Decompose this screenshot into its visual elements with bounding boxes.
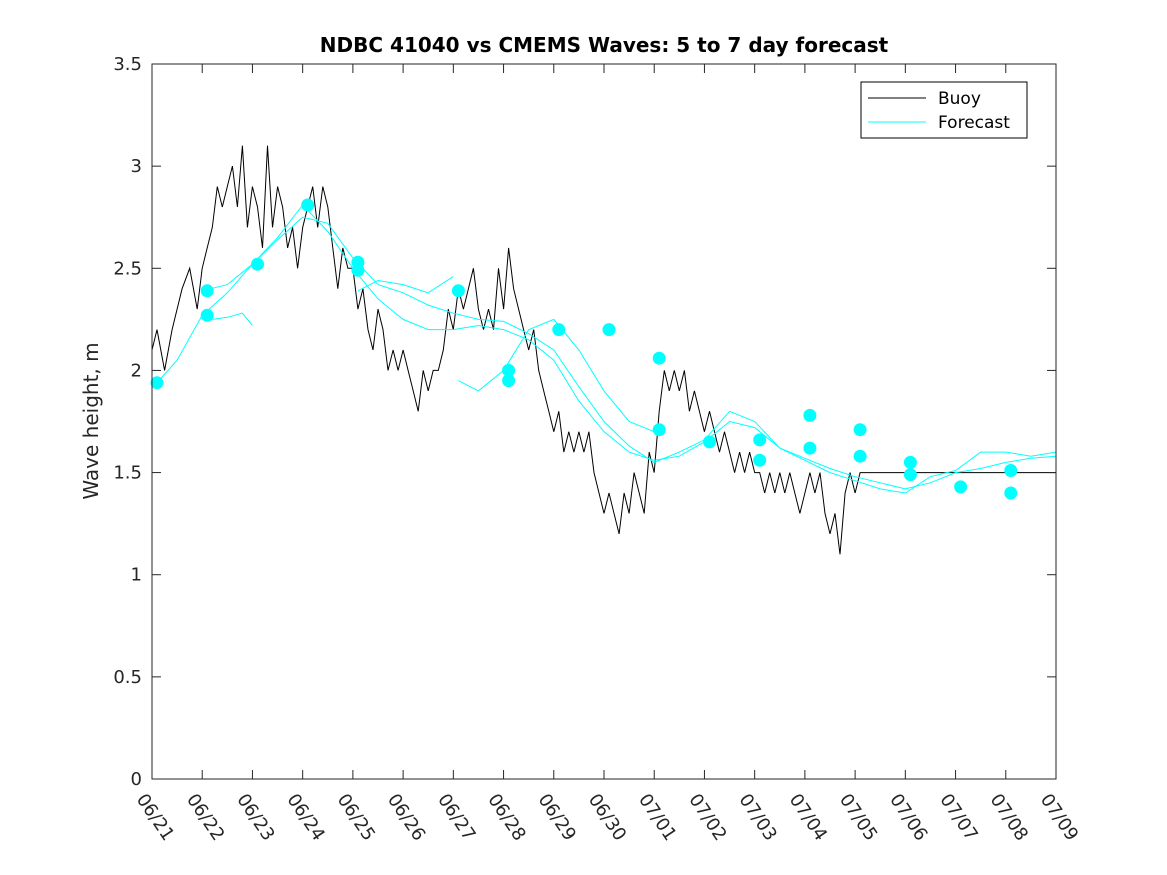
forecast-marker (200, 284, 214, 298)
y-tick-label: 0 (131, 769, 142, 790)
forecast-marker (803, 441, 817, 455)
y-tick-label: 3 (131, 156, 142, 177)
forecast-marker (150, 376, 164, 390)
y-tick-label: 3.5 (113, 54, 142, 75)
chart-title: NDBC 41040 vs CMEMS Waves: 5 to 7 day fo… (320, 33, 889, 57)
series-line-forecast-2 (202, 216, 1057, 494)
forecast-marker (652, 351, 666, 365)
y-tick-label: 0.5 (113, 667, 142, 688)
y-tick-label: 2 (131, 360, 142, 381)
legend-label-buoy: Buoy (938, 89, 981, 109)
forecast-marker (903, 455, 917, 469)
forecast-marker (803, 408, 817, 422)
legend-box (860, 81, 1028, 139)
forecast-marker (552, 323, 566, 337)
forecast-marker (1004, 486, 1018, 500)
series-line-forecast-5 (458, 318, 655, 433)
forecast-marker (251, 257, 264, 271)
forecast-marker (652, 423, 666, 437)
y-tick-label: 1.5 (113, 463, 142, 484)
legend: Buoy Forecast (860, 81, 1028, 139)
forecast-marker (351, 263, 365, 277)
forecast-marker (753, 453, 767, 467)
forecast-marker (753, 433, 767, 447)
forecast-marker (1004, 464, 1018, 477)
forecast-marker (200, 308, 214, 322)
forecast-marker (451, 284, 465, 298)
forecast-marker (703, 435, 716, 449)
legend-label-forecast: Forecast (938, 113, 1010, 133)
series-line-forecast-3 (357, 276, 454, 294)
forecast-marker (502, 363, 516, 377)
forecast-marker (954, 480, 968, 494)
forecast-marker (853, 449, 867, 463)
forecast-marker (903, 468, 917, 482)
plot-area (150, 145, 1057, 555)
y-tick-label: 2.5 (113, 258, 142, 279)
y-axis-label: Wave height, m (79, 342, 103, 499)
y-tick-label: 1 (131, 565, 142, 586)
forecast-marker (502, 374, 516, 388)
forecast-marker (853, 423, 867, 437)
forecast-marker (602, 323, 616, 337)
forecast-marker (301, 198, 315, 212)
